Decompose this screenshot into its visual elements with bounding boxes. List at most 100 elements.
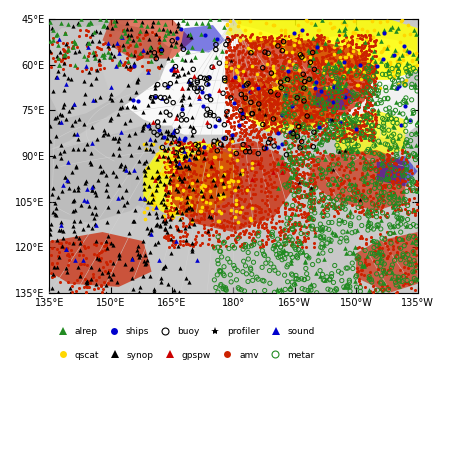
Point [320, 206, 327, 213]
Point [279, 217, 286, 225]
Point [367, 208, 374, 216]
Point [172, 149, 179, 156]
Point [141, 194, 148, 202]
Point [259, 242, 266, 249]
Point [279, 61, 286, 68]
Point [334, 97, 341, 104]
Point [289, 126, 296, 133]
Point [349, 49, 356, 56]
Point [391, 207, 398, 214]
Point [266, 176, 273, 183]
Point [169, 64, 176, 71]
Point [331, 65, 338, 72]
Point [313, 43, 321, 50]
Point [365, 104, 372, 111]
Point [346, 135, 353, 142]
Point [235, 36, 242, 43]
Point [384, 112, 392, 119]
Point [131, 207, 138, 214]
Point [230, 125, 238, 133]
Point [251, 51, 258, 58]
Point [308, 172, 316, 179]
Point [163, 173, 170, 180]
Point [370, 142, 378, 149]
Point [162, 164, 169, 172]
Point [192, 53, 199, 60]
Point [218, 140, 225, 148]
Point [378, 176, 385, 183]
Point [338, 82, 345, 90]
Point [60, 47, 67, 54]
Point [85, 283, 92, 290]
Point [250, 87, 257, 94]
Point [239, 83, 246, 90]
Point [61, 174, 68, 181]
Point [171, 204, 178, 212]
Point [306, 152, 313, 159]
Point [339, 130, 346, 137]
Point [393, 142, 401, 149]
Point [374, 193, 382, 200]
Point [190, 185, 197, 193]
Point [308, 53, 315, 60]
Point [141, 196, 149, 203]
Point [330, 279, 337, 286]
Point [313, 144, 321, 151]
Point [88, 183, 96, 191]
Point [269, 167, 276, 174]
Point [269, 96, 276, 103]
Point [281, 208, 288, 216]
Point [157, 108, 164, 116]
Point [267, 91, 274, 98]
Point [338, 130, 345, 138]
Point [235, 284, 242, 291]
Point [260, 134, 268, 141]
Point [272, 100, 279, 107]
Point [262, 91, 269, 98]
Point [296, 200, 304, 207]
Point [268, 72, 275, 80]
Point [205, 159, 212, 166]
Point [247, 77, 255, 85]
Point [193, 19, 200, 26]
Point [347, 74, 354, 81]
Point [311, 229, 318, 236]
Point [291, 220, 298, 227]
Point [384, 44, 391, 51]
Point [353, 36, 360, 43]
Point [176, 288, 183, 295]
Point [221, 74, 228, 82]
Point [262, 36, 269, 43]
Point [322, 276, 329, 284]
Point [352, 146, 359, 153]
Point [315, 250, 322, 257]
Point [343, 212, 351, 220]
Point [334, 207, 341, 215]
Point [239, 47, 247, 54]
Point [250, 185, 257, 193]
Point [358, 121, 365, 128]
Point [330, 108, 337, 115]
Point [380, 130, 387, 137]
Point [224, 180, 232, 187]
Point [351, 109, 358, 116]
Point [306, 61, 313, 68]
Point [59, 40, 66, 47]
Point [337, 62, 344, 69]
Point [217, 194, 224, 201]
Point [195, 93, 202, 100]
Point [269, 109, 277, 116]
Point [270, 67, 277, 74]
Point [377, 138, 384, 145]
Point [397, 18, 405, 25]
Point [281, 58, 288, 65]
Point [246, 77, 253, 85]
Point [368, 34, 375, 41]
Point [300, 236, 308, 243]
Point [234, 199, 241, 206]
Point [326, 48, 333, 55]
Point [66, 184, 73, 192]
Point [264, 78, 271, 86]
Point [329, 153, 336, 160]
Point [168, 159, 176, 166]
